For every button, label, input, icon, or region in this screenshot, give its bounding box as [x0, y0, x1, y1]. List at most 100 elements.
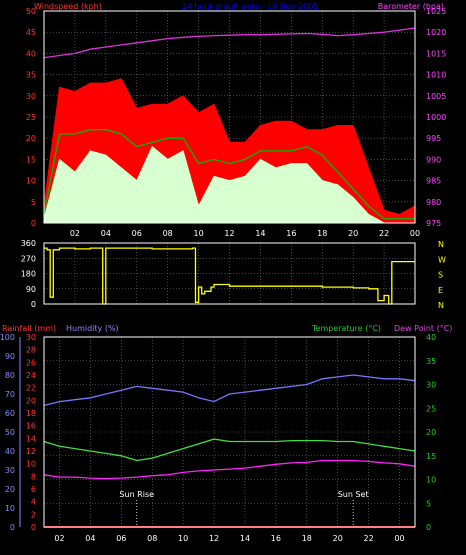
rain-tick-label: 18: [26, 409, 36, 418]
rain-tick-label: 0: [31, 523, 36, 532]
dewpoint-axis-title: Dew Point (°C): [394, 324, 452, 333]
rainfall-axis-title: Rainfall (mm): [2, 324, 56, 333]
y-right-tick-label: 20: [426, 428, 436, 437]
y-right-tick-label: 5: [426, 499, 431, 508]
y-tick-label: 20: [26, 134, 36, 143]
x-tick-label: 08: [147, 534, 157, 543]
x-tick-label: 20: [348, 229, 358, 238]
y-tick-label: 90: [26, 285, 36, 294]
x-tick-label: 22: [364, 534, 374, 543]
direction-label: E: [438, 286, 443, 295]
rain-tick-label: 30: [26, 333, 36, 342]
series-average: [43, 129, 415, 220]
x-tick-label: 14: [240, 534, 250, 543]
y-right-tick-label: 25: [426, 404, 436, 413]
annotation-label: Sun Set: [338, 490, 369, 499]
rain-tick-label: 24: [26, 371, 36, 380]
x-tick-label: 18: [302, 534, 312, 543]
humidity-tick-label: 70: [5, 390, 15, 399]
x-tick-label: 00: [410, 229, 420, 238]
y-right-tick-label: 1025: [426, 7, 446, 16]
direction-label: N: [438, 301, 444, 310]
y-right-tick-label: 40: [426, 333, 436, 342]
x-tick-label: 14: [255, 229, 265, 238]
y-tick-label: 0: [31, 300, 36, 309]
y-tick-label: 30: [26, 92, 36, 101]
y-right-tick-label: 10: [426, 476, 436, 485]
annotation-label: Sun Rise: [119, 490, 154, 499]
humidity-tick-label: 10: [5, 504, 15, 513]
plot-frame: [43, 10, 416, 224]
rain-tick-label: 4: [31, 498, 36, 507]
y-tick-label: 10: [26, 177, 36, 186]
series-barometer: [43, 27, 416, 59]
x-tick-label: 06: [132, 229, 142, 238]
humidity-tick-label: 50: [5, 428, 15, 437]
y-right-tick-label: 1020: [426, 28, 446, 37]
y-right-tick-label: 1010: [426, 71, 446, 80]
y-right-tick-label: 990: [426, 155, 441, 164]
x-tick-label: 04: [85, 534, 95, 543]
chart-title: 24 hour graph data - 18 Nov 2005: [182, 2, 319, 11]
series-wind-direction: [44, 247, 415, 305]
humidity-tick-label: 20: [5, 485, 15, 494]
x-tick-label: 16: [286, 229, 296, 238]
x-tick-label: 10: [178, 534, 188, 543]
rain-tick-label: 20: [26, 396, 36, 405]
rain-tick-label: 8: [31, 472, 36, 481]
plot-frame: [43, 336, 416, 528]
direction-label: W: [438, 255, 446, 264]
y-right-tick-label: 975: [426, 219, 441, 228]
windspeed-axis-title: Windspeed (kph): [34, 2, 102, 11]
y-right-tick-label: 0: [426, 523, 431, 532]
x-tick-label: 08: [163, 229, 173, 238]
temperature-axis-title: Temperature (°C): [311, 324, 381, 333]
y-tick-label: 0: [31, 219, 36, 228]
x-tick-label: 06: [116, 534, 126, 543]
rain-tick-label: 10: [26, 460, 36, 469]
series-humidity: [43, 374, 416, 407]
rain-tick-label: 12: [26, 447, 36, 456]
y-tick-label: 360: [21, 239, 36, 248]
humidity-tick-label: 100: [0, 333, 15, 342]
y-right-tick-label: 30: [426, 381, 436, 390]
y-right-tick-label: 1005: [426, 92, 446, 101]
y-tick-label: 25: [26, 113, 36, 122]
x-tick-label: 12: [224, 229, 234, 238]
y-tick-label: 35: [26, 71, 36, 80]
rain-tick-label: 6: [31, 485, 36, 494]
y-tick-label: 180: [21, 270, 36, 279]
y-tick-label: 45: [26, 28, 36, 37]
rain-tick-label: 22: [26, 384, 36, 393]
humidity-tick-label: 0: [10, 523, 15, 532]
rain-tick-label: 16: [26, 422, 36, 431]
y-tick-label: 40: [26, 49, 36, 58]
x-tick-label: 18: [317, 229, 327, 238]
series-temperature: [43, 438, 416, 462]
humidity-tick-label: 90: [5, 352, 15, 361]
y-right-tick-label: 1000: [426, 113, 446, 122]
y-right-tick-label: 1015: [426, 49, 446, 58]
x-tick-label: 04: [101, 229, 111, 238]
x-tick-label: 10: [193, 229, 203, 238]
humidity-tick-label: 80: [5, 371, 15, 380]
x-tick-label: 12: [209, 534, 219, 543]
y-right-tick-label: 995: [426, 134, 441, 143]
y-right-tick-label: 985: [426, 177, 441, 186]
y-tick-label: 50: [26, 7, 36, 16]
y-tick-label: 15: [26, 155, 36, 164]
x-tick-label: 00: [394, 534, 404, 543]
x-tick-label: 20: [333, 534, 343, 543]
humidity-tick-label: 30: [5, 466, 15, 475]
rain-tick-label: 14: [26, 434, 36, 443]
rain-tick-label: 28: [26, 346, 36, 355]
series-wind: [43, 145, 415, 224]
y-tick-label: 5: [31, 198, 36, 207]
series-dewpoint: [43, 459, 416, 480]
plot-frame: [43, 242, 416, 305]
y-right-tick-label: 15: [426, 452, 436, 461]
x-tick-label: 16: [271, 534, 281, 543]
plot-layer: 0510152025303540455097598098599099510001…: [0, 7, 446, 543]
y-right-tick-label: 35: [426, 357, 436, 366]
